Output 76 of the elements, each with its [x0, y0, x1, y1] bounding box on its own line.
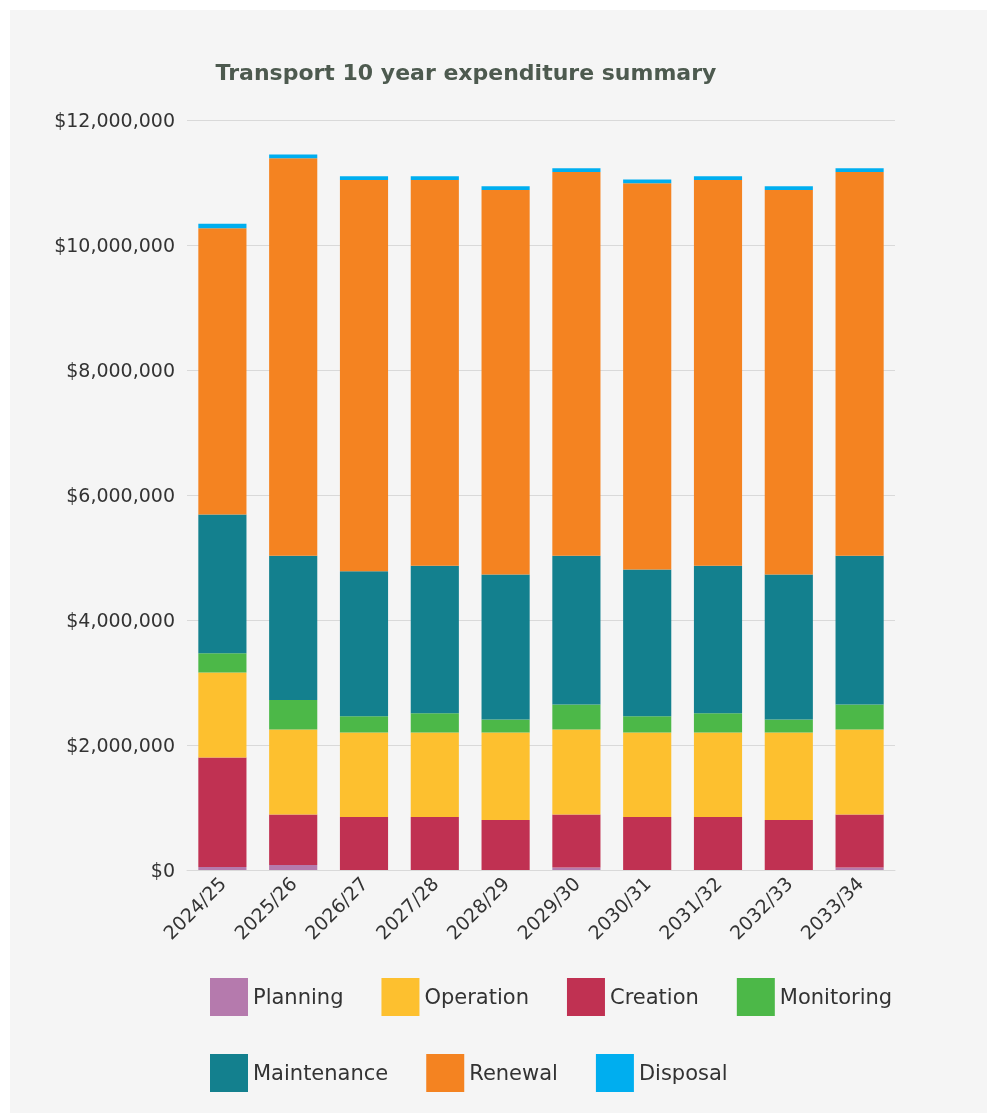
y-tick-label: $10,000,000 [54, 234, 175, 256]
y-tick-label: $8,000,000 [66, 359, 175, 381]
bar [339, 816, 389, 870]
bar [693, 732, 743, 817]
bar [764, 190, 813, 575]
bar [481, 186, 530, 190]
bar [339, 732, 389, 817]
bar [198, 228, 247, 515]
bar [623, 732, 672, 817]
bar [835, 814, 884, 868]
bar [623, 716, 672, 733]
legend-label: Renewal [469, 1061, 558, 1085]
y-tick-label: $4,000,000 [66, 609, 175, 631]
bar [269, 865, 318, 870]
bar [623, 183, 672, 570]
bar [339, 180, 389, 572]
y-tick-label: $6,000,000 [66, 484, 175, 506]
bar [269, 158, 318, 556]
bar [835, 168, 884, 172]
bar [693, 176, 743, 180]
bar [198, 866, 247, 870]
legend-label: Monitoring [779, 985, 893, 1009]
y-tick-label: $12,000,000 [54, 109, 175, 131]
bar [198, 672, 247, 758]
bar [835, 555, 884, 705]
bar [835, 704, 884, 730]
bar [835, 171, 884, 556]
bar [764, 186, 813, 190]
bar [269, 814, 318, 865]
chart-title: Transport 10 year expenditure summary [215, 59, 717, 85]
bar [693, 565, 743, 714]
bar [764, 719, 813, 733]
bar [198, 514, 247, 654]
bar [269, 700, 318, 730]
bar [835, 729, 884, 815]
bar [269, 555, 318, 700]
bar [764, 732, 813, 820]
bar [623, 569, 672, 717]
bar [552, 814, 601, 868]
bar [481, 732, 530, 820]
bar [552, 704, 601, 730]
bar [198, 653, 247, 673]
bar [623, 816, 672, 870]
legend-label: Disposal [638, 1061, 728, 1085]
bar [764, 574, 813, 720]
bar [481, 574, 530, 720]
legend-label: Operation [424, 985, 529, 1009]
bar [410, 816, 459, 870]
legend-label: Creation [609, 985, 699, 1009]
bar [481, 190, 530, 575]
bar [410, 565, 459, 714]
bar [410, 180, 459, 566]
bar [552, 729, 601, 815]
bar [552, 555, 601, 705]
bar [339, 176, 389, 180]
bar [198, 757, 247, 867]
bar [198, 223, 247, 229]
bar [481, 719, 530, 733]
bar [552, 171, 601, 556]
bar [339, 716, 389, 733]
bar [269, 154, 318, 159]
bar [269, 729, 318, 815]
bar [693, 816, 743, 870]
bar [410, 732, 459, 817]
bar [410, 713, 459, 733]
bar [410, 176, 459, 180]
legend-label: Maintenance [253, 1061, 389, 1085]
bar [339, 571, 389, 717]
bar [552, 168, 601, 172]
bar [764, 820, 813, 870]
bar [693, 180, 743, 566]
bar [481, 820, 530, 870]
legend-label: Planning [253, 985, 344, 1009]
y-tick-label: $2,000,000 [66, 734, 175, 756]
bar [693, 713, 743, 733]
bar [623, 179, 672, 184]
